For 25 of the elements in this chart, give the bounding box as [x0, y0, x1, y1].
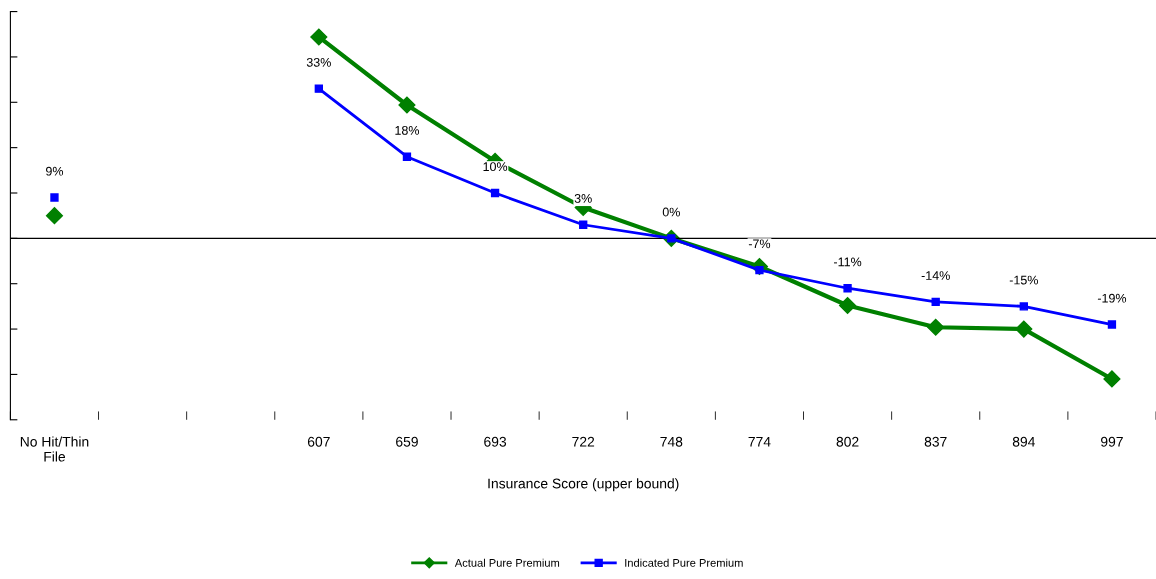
legend-label: Actual Pure Premium [454, 558, 560, 567]
data-label: -19% [1097, 293, 1127, 303]
data-label: 18% [395, 125, 420, 135]
data-label: 3% [574, 193, 592, 203]
x-tick-label: No Hit/Thin File [20, 436, 89, 462]
data-label: 9% [46, 166, 64, 176]
x-tick-label: 748 [660, 436, 683, 447]
data-label: -14% [921, 271, 950, 280]
x-tick-label: 837 [924, 436, 947, 447]
data-label: 33% [306, 57, 331, 67]
data-label: -15% [1009, 275, 1038, 285]
x-tick-label: 607 [307, 436, 330, 447]
x-tick-label: 774 [748, 436, 771, 447]
x-tick-label: 693 [484, 436, 507, 447]
data-label: 0% [662, 207, 680, 217]
x-tick-label: 894 [1012, 436, 1035, 447]
data-label: -7% [748, 239, 771, 249]
x-tick-label: 659 [396, 436, 418, 447]
x-axis-title: Insurance Score (upper bound) [488, 478, 679, 492]
legend-label: Indicated Pure Premium [625, 558, 743, 567]
data-label: -11% [834, 257, 862, 267]
x-tick-label: 802 [836, 436, 859, 447]
x-tick-label: 997 [1101, 436, 1123, 447]
x-tick-label: 722 [572, 436, 595, 447]
data-label: 10% [483, 162, 508, 172]
